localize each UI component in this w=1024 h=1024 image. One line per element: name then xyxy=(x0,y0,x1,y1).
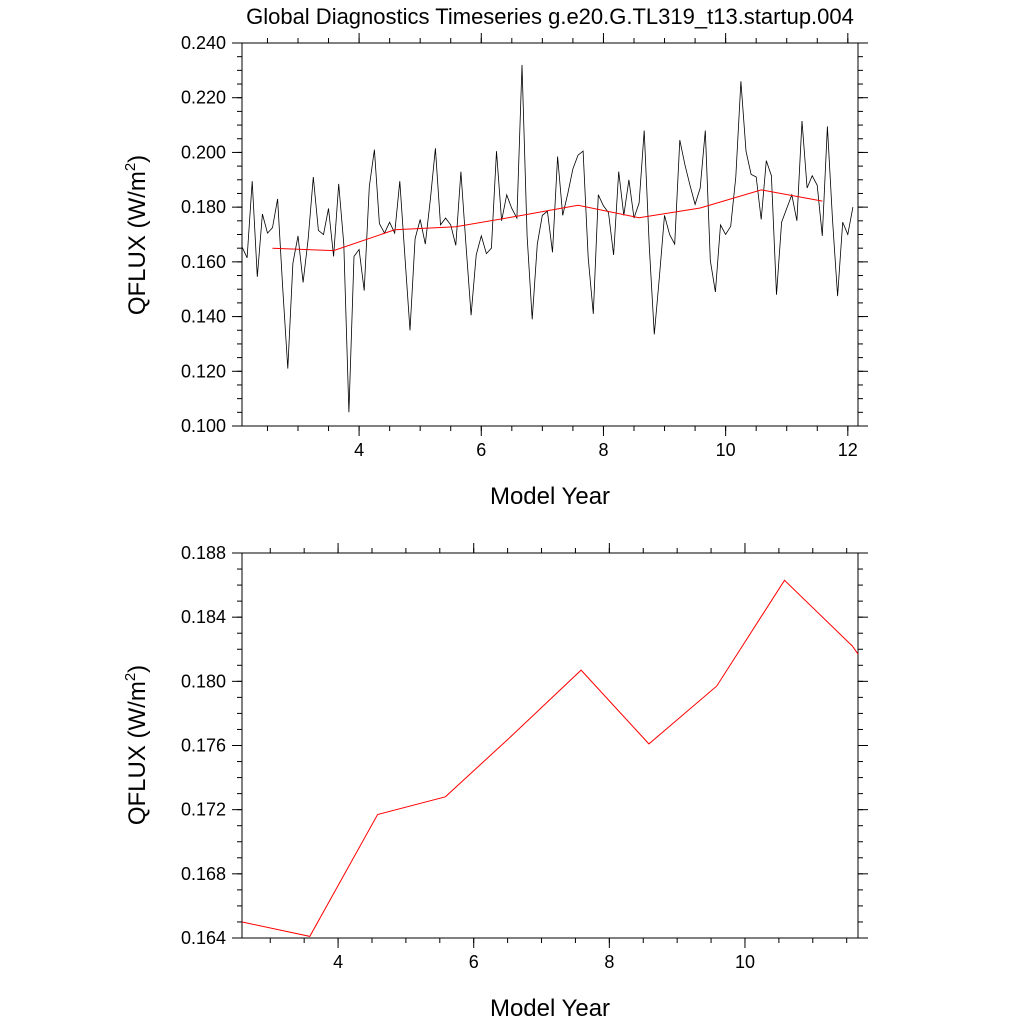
y-tick-label: 0.140 xyxy=(181,307,226,327)
y-tick-label: 0.240 xyxy=(181,33,226,53)
y-tick-label: 0.164 xyxy=(181,928,226,948)
x-tick-label: 6 xyxy=(476,440,486,460)
plot-frame xyxy=(241,552,859,939)
series-annual-mean-line xyxy=(272,189,823,252)
x-tick-label: 6 xyxy=(469,952,479,972)
y-axis-label-main: QFLUX (W/m xyxy=(124,171,151,315)
x-tick-label: 8 xyxy=(604,952,614,972)
x-tick-label: 4 xyxy=(333,952,343,972)
y-axis-label-superscript: 2 xyxy=(122,163,139,171)
y-tick-label: 0.176 xyxy=(181,736,226,756)
y-tick-label: 0.160 xyxy=(181,252,226,272)
x-axis-label: Model Year xyxy=(490,995,610,1022)
y-axis-label-superscript: 2 xyxy=(122,673,139,681)
y-tick-label: 0.180 xyxy=(181,671,226,691)
top-panel: 0.100 0.120 0.140 0.160 0.180 0.200 0.220 0.240… xyxy=(122,33,868,510)
y-tick-label: 0.168 xyxy=(181,864,226,884)
y-tick-label: 0.184 xyxy=(181,607,226,627)
series-annual-mean-line xyxy=(241,579,859,937)
y-tick-label: 0.172 xyxy=(181,800,226,820)
y-axis-label: QFLUX (W/m2) xyxy=(122,665,151,825)
y-tick-label: 0.220 xyxy=(181,88,226,108)
x-tick-label: 12 xyxy=(838,440,858,460)
series-monthly-line xyxy=(241,64,854,413)
bottom-panel: 0.164 0.168 0.172 0.176 0.180 0.184 0.188 4 6 8 10… xyxy=(122,543,868,1022)
x-tick-label: 10 xyxy=(735,952,755,972)
y-tick-label: 0.200 xyxy=(181,142,226,162)
x-tick-label: 8 xyxy=(598,440,608,460)
y-axis-label-close: ) xyxy=(124,665,151,673)
x-axis-label: Model Year xyxy=(490,483,610,510)
x-tick-label: 4 xyxy=(354,440,364,460)
y-tick-label: 0.188 xyxy=(181,543,226,563)
y-tick-label: 0.100 xyxy=(181,416,226,436)
figure-title: Global Diagnostics Timeseries g.e20.G.TL… xyxy=(246,4,854,29)
y-axis-label-main: QFLUX (W/m xyxy=(124,681,151,825)
y-axis-label-close: ) xyxy=(124,155,151,163)
x-tick-label: 10 xyxy=(716,440,736,460)
y-tick-label: 0.120 xyxy=(181,361,226,381)
y-tick-label: 0.180 xyxy=(181,197,226,217)
y-axis-label: QFLUX (W/m2) xyxy=(122,155,151,315)
